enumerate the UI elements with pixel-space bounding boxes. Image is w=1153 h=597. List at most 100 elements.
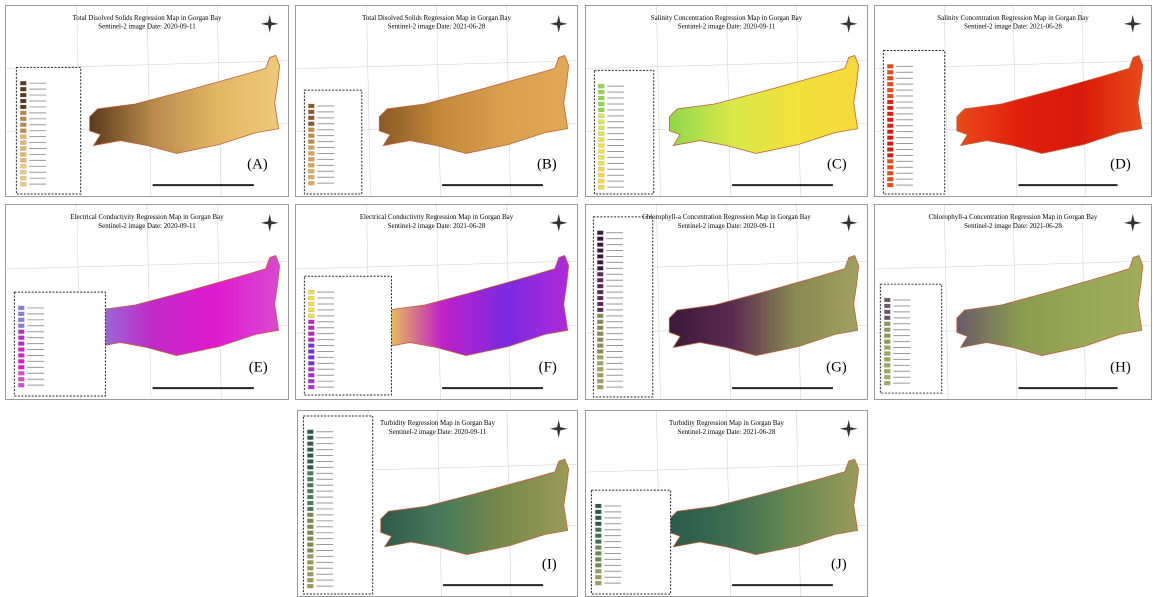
legend-swatch	[884, 346, 890, 350]
legend-swatch	[18, 330, 24, 334]
map-subtitle: Sentinel-2 image Date: 2020-09-11	[678, 223, 776, 230]
legend-swatch	[887, 136, 893, 140]
legend-swatch	[18, 359, 24, 363]
legend-swatch	[597, 278, 603, 282]
legend-swatch	[887, 183, 893, 187]
map-subtitle: Sentinel-2 image Date: 2021-06-28	[964, 24, 1062, 31]
legend-swatch	[307, 578, 313, 582]
legend-swatch	[887, 118, 893, 122]
legend-swatch	[20, 129, 26, 133]
panel-label: (E)	[249, 359, 268, 375]
legend-swatch	[887, 100, 893, 104]
north-arrow	[550, 420, 568, 438]
legend-swatch	[887, 148, 893, 152]
legend-swatch	[597, 332, 603, 336]
legend-swatch	[884, 363, 890, 367]
legend-swatch	[308, 169, 314, 173]
map: Salinity Concentration Regression Map in…	[875, 6, 1151, 196]
legend-swatch	[20, 81, 26, 85]
legend-swatch	[20, 158, 26, 162]
legend-swatch	[18, 318, 24, 322]
map-panel: Total Disolved Solids Regression Map in …	[5, 5, 289, 197]
legend-swatch	[307, 507, 313, 511]
figure: {"panels": [ {"title": "Total Disolved S…	[0, 0, 1153, 597]
legend-swatch	[597, 385, 603, 389]
legend-swatch	[598, 185, 604, 189]
legend-swatch	[887, 142, 893, 146]
scale-bar	[1019, 387, 1118, 389]
legend-swatch	[598, 167, 604, 171]
legend-swatch	[20, 152, 26, 156]
legend-swatch	[598, 144, 604, 148]
map-subtitle: Sentinel-2 image Date: 2021-06-28	[388, 24, 486, 31]
legend-swatch	[597, 296, 603, 300]
bay	[669, 459, 858, 554]
legend-swatch	[884, 381, 890, 385]
legend-swatch	[598, 114, 604, 118]
legend-swatch	[595, 504, 601, 508]
legend-swatch	[308, 116, 314, 120]
map-panel: Salinity Concentration Regression Map in…	[585, 5, 868, 197]
graticule	[296, 61, 576, 69]
legend-swatch	[884, 322, 890, 326]
legend-swatch	[307, 442, 313, 446]
legend-box	[303, 416, 372, 594]
graticule	[366, 6, 370, 196]
legend-swatch	[595, 581, 601, 585]
legend-swatch	[597, 237, 603, 241]
legend-swatch	[20, 105, 26, 109]
panel-label: (B)	[537, 156, 557, 172]
bay	[90, 256, 280, 356]
legend-swatch	[308, 151, 314, 155]
legend-swatch	[307, 531, 313, 535]
legend-swatch	[598, 84, 604, 88]
legend-swatch	[597, 302, 603, 306]
map: Chlorophyll-a Concentration Regression M…	[875, 205, 1151, 399]
legend-swatch	[308, 128, 314, 132]
scale-bar	[732, 387, 833, 389]
bay	[957, 55, 1143, 153]
legend-swatch	[18, 348, 24, 352]
map-subtitle: Sentinel-2 image Date: 2020-09-11	[678, 24, 776, 31]
legend-swatch	[308, 373, 314, 377]
legend-swatch	[884, 304, 890, 308]
legend-swatch	[308, 385, 314, 389]
legend-swatch	[308, 320, 314, 324]
legend-swatch	[597, 254, 603, 258]
scale-bar	[442, 184, 543, 186]
legend-swatch	[308, 367, 314, 371]
north-arrow	[1124, 15, 1142, 33]
legend-swatch	[307, 584, 313, 588]
map-title: Turbidity Regression Map in Gorgan Bay	[380, 420, 495, 427]
legend-swatch	[20, 135, 26, 139]
map: Turbidity Regression Map in Gorgan BaySe…	[586, 411, 867, 596]
bay	[957, 256, 1143, 356]
map: Turbidity Regression Map in Gorgan BaySe…	[298, 411, 577, 596]
legend-swatch	[308, 122, 314, 126]
map-title: Total Disolved Solids Regression Map in …	[73, 15, 222, 22]
legend-swatch	[18, 371, 24, 375]
legend-box	[304, 276, 391, 395]
legend-swatch	[598, 120, 604, 124]
map-title: Total Disolved Solids Regression Map in …	[362, 15, 511, 22]
legend-swatch	[595, 563, 601, 567]
scale-bar	[443, 584, 543, 586]
map-title: Chlorophyll-a Concentration Regression M…	[929, 214, 1098, 221]
map-panel: Salinity Concentration Regression Map in…	[874, 5, 1152, 197]
legend-box	[591, 490, 670, 594]
legend-swatch	[307, 501, 313, 505]
legend-swatch	[307, 448, 313, 452]
panel-label: (F)	[539, 359, 557, 375]
legend-swatch	[884, 357, 890, 361]
legend-swatch	[18, 365, 24, 369]
legend-swatch	[598, 155, 604, 159]
scale-bar	[732, 184, 833, 186]
map-panel: Electrical Conductivity Regression Map i…	[295, 204, 578, 400]
map: Electrical Conductivity Regression Map i…	[6, 205, 288, 399]
legend-swatch	[308, 302, 314, 306]
legend-swatch	[597, 379, 603, 383]
legend-swatch	[598, 161, 604, 165]
legend-swatch	[884, 351, 890, 355]
panel-label: (I)	[542, 556, 557, 572]
